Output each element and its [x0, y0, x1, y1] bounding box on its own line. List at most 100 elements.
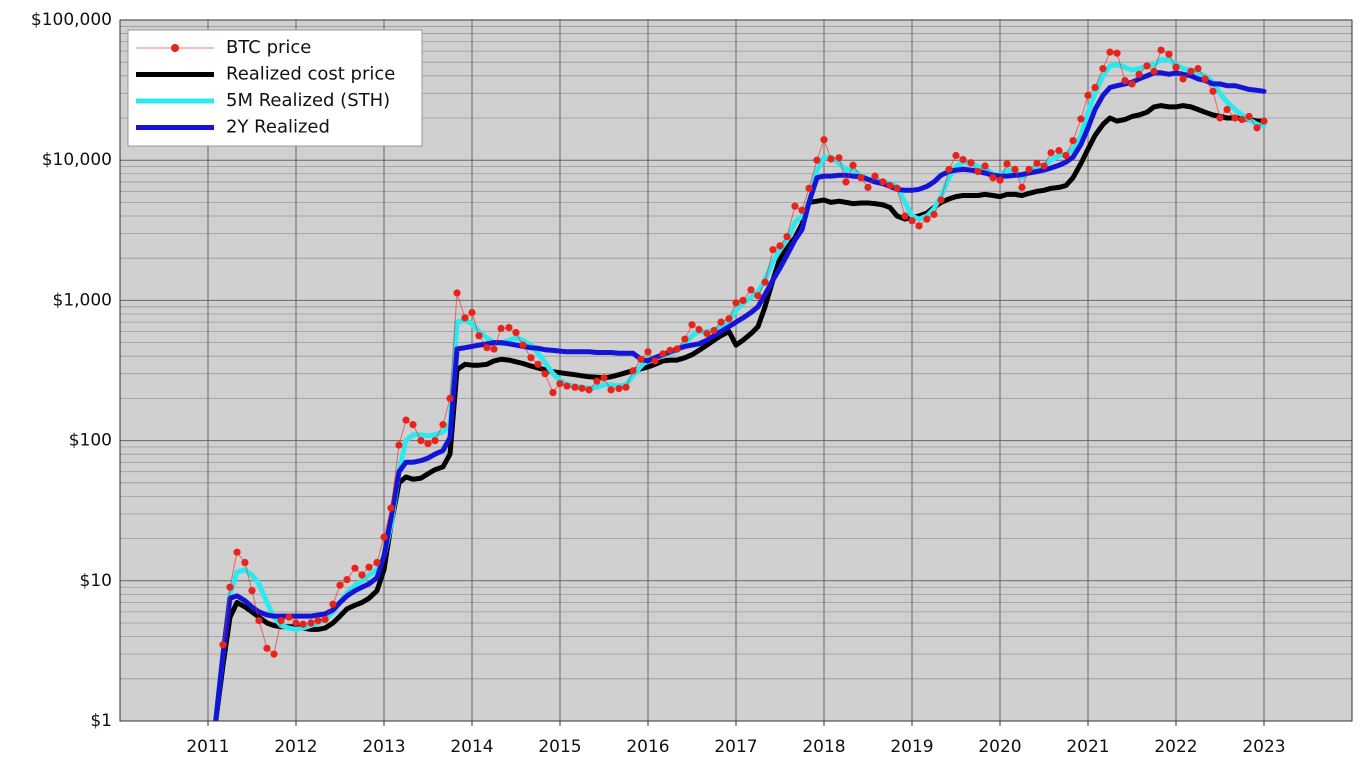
- price-marker: [1062, 151, 1070, 160]
- price-marker: [783, 233, 791, 241]
- price-marker: [1165, 50, 1173, 58]
- price-marker: [923, 215, 931, 223]
- price-marker: [409, 421, 417, 429]
- price-marker: [1150, 67, 1158, 75]
- price-marker: [541, 370, 549, 378]
- price-marker: [974, 167, 982, 176]
- x-tick-label: 2012: [274, 737, 317, 757]
- price-marker: [395, 441, 403, 449]
- price-marker: [644, 348, 652, 356]
- price-marker: [380, 533, 388, 541]
- price-marker: [798, 206, 806, 214]
- x-tick-label: 2018: [802, 737, 845, 757]
- price-marker: [255, 617, 263, 625]
- price-marker: [732, 299, 740, 307]
- price-marker: [1025, 165, 1033, 173]
- price-marker: [1187, 67, 1195, 75]
- price-marker: [1106, 48, 1114, 56]
- price-marker: [424, 440, 432, 448]
- price-marker: [1231, 114, 1239, 122]
- price-marker: [1201, 75, 1209, 83]
- x-tick-label: 2023: [1242, 737, 1285, 757]
- price-marker: [1216, 114, 1224, 122]
- price-marker: [967, 159, 975, 167]
- y-tick-label: $1: [90, 711, 112, 731]
- price-marker: [879, 178, 887, 186]
- price-marker: [1194, 65, 1202, 73]
- price-marker: [754, 292, 762, 300]
- price-marker: [299, 620, 307, 628]
- price-marker: [439, 421, 447, 429]
- axes: $1 $10 $100 $1,000 $10,000 $100,000 2011 2012 20…: [31, 10, 1286, 757]
- price-marker: [835, 154, 843, 162]
- price-marker: [1091, 83, 1099, 92]
- price-marker: [615, 384, 623, 393]
- price-marker: [417, 437, 425, 445]
- price-marker: [483, 344, 491, 352]
- price-marker: [1253, 124, 1261, 132]
- x-tick-label: 2019: [890, 737, 933, 757]
- price-marker: [468, 308, 476, 317]
- price-marker: [673, 345, 681, 353]
- price-marker: [241, 558, 249, 567]
- y-tick-label: $1,000: [53, 290, 112, 310]
- price-marker: [622, 383, 630, 391]
- legend-label: 5M Realized (STH): [226, 90, 390, 111]
- price-marker: [263, 644, 271, 652]
- price-marker: [725, 315, 733, 323]
- x-tick-label: 2013: [362, 737, 405, 757]
- price-marker: [607, 386, 615, 394]
- price-marker: [512, 328, 520, 337]
- price-marker: [915, 222, 923, 230]
- price-marker: [981, 162, 989, 170]
- price-marker: [219, 641, 227, 649]
- price-marker: [776, 242, 784, 250]
- price-marker: [571, 383, 579, 391]
- price-marker: [813, 156, 821, 164]
- price-marker: [1157, 46, 1165, 54]
- price-marker: [277, 617, 285, 625]
- price-marker: [820, 136, 828, 144]
- legend-label: 2Y Realized: [226, 117, 330, 138]
- price-marker: [959, 155, 967, 164]
- price-marker: [1084, 91, 1092, 99]
- legend-marker: [171, 44, 179, 52]
- legend-label: BTC price: [226, 37, 311, 58]
- price-marker: [497, 324, 505, 333]
- price-marker: [1003, 160, 1011, 168]
- price-marker: [761, 278, 769, 286]
- price-marker: [373, 558, 381, 567]
- price-marker: [578, 384, 586, 392]
- price-marker: [1143, 62, 1151, 70]
- price-marker: [585, 386, 593, 394]
- price-marker: [505, 323, 513, 332]
- price-marker: [864, 183, 872, 191]
- price-marker: [1033, 159, 1041, 167]
- price-marker: [527, 354, 535, 362]
- y-tick-label: $10,000: [42, 150, 112, 170]
- price-marker: [387, 504, 395, 512]
- price-marker: [1135, 70, 1143, 78]
- price-marker: [893, 184, 901, 192]
- price-marker: [886, 181, 894, 190]
- price-marker: [1260, 117, 1268, 125]
- price-marker: [1077, 115, 1085, 123]
- price-marker: [1179, 75, 1187, 83]
- price-marker: [549, 388, 557, 397]
- price-marker: [842, 178, 850, 186]
- price-marker: [226, 583, 234, 591]
- price-marker: [871, 172, 879, 180]
- price-marker: [908, 217, 916, 225]
- price-marker: [1209, 87, 1217, 95]
- price-marker: [710, 326, 718, 335]
- price-marker: [717, 318, 725, 326]
- y-tick-label: $100: [69, 431, 112, 451]
- x-tick-label: 2017: [714, 737, 757, 757]
- x-tick-label: 2022: [1154, 737, 1197, 757]
- x-tick-label: 2011: [186, 737, 229, 757]
- price-marker: [659, 350, 667, 358]
- price-marker: [321, 615, 329, 624]
- price-marker: [600, 374, 608, 382]
- price-marker: [849, 161, 857, 169]
- price-marker: [739, 296, 747, 304]
